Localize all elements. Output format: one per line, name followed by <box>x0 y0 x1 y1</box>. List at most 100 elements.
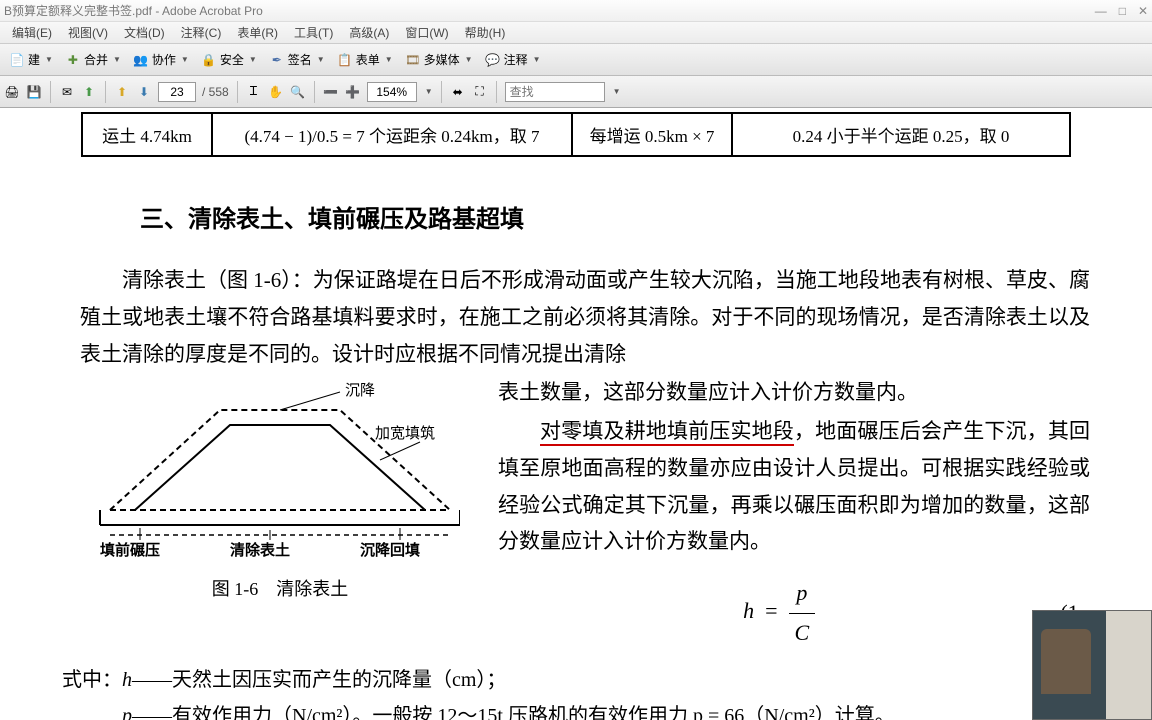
highlighted-text: 对零填及耕地填前压实地段 <box>540 419 794 446</box>
section-heading: 三、清除表土、填前碾压及路基超填 <box>140 199 1152 234</box>
chevron-down-icon: ▼ <box>113 55 121 64</box>
formula-eq: = <box>765 598 777 623</box>
lock-icon: 🔒 <box>201 52 217 68</box>
forms-button[interactable]: 📋 表单 ▼ <box>332 49 398 70</box>
fit-page-icon[interactable]: ⛶ <box>472 84 488 100</box>
table-cell: (4.74 − 1)/0.5 = 7 个运距余 0.24km，取 7 <box>212 113 572 156</box>
def-text: ——天然土因压实而产生的沉降量（cm）； <box>132 669 506 691</box>
comment-icon: 💬 <box>485 52 501 68</box>
multimedia-button[interactable]: 🎞 多媒体 ▼ <box>400 49 478 70</box>
forms-icon: 📋 <box>337 52 353 68</box>
secure-button[interactable]: 🔒 安全 ▼ <box>196 49 262 70</box>
zoom-input[interactable] <box>367 82 417 102</box>
chevron-down-icon: ▼ <box>181 55 189 64</box>
menu-comments[interactable]: 注释(C) <box>173 24 230 41</box>
combine-button[interactable]: ✚ 合并 ▼ <box>60 49 126 70</box>
hand-tool-icon[interactable]: ✋ <box>268 84 284 100</box>
table-row: 运土 4.74km (4.74 − 1)/0.5 = 7 个运距余 0.24km… <box>82 113 1070 156</box>
forms-label: 表单 <box>356 51 380 68</box>
secure-label: 安全 <box>220 51 244 68</box>
sign-label: 签名 <box>288 51 312 68</box>
collab-icon: 👥 <box>133 52 149 68</box>
menu-tools[interactable]: 工具(T) <box>286 24 341 41</box>
create-icon: 📄 <box>9 52 25 68</box>
combine-label: 合并 <box>84 51 108 68</box>
document-viewport[interactable]: 运土 4.74km (4.74 − 1)/0.5 = 7 个运距余 0.24km… <box>0 108 1152 720</box>
page-number-input[interactable] <box>158 82 196 102</box>
save-icon[interactable]: 💾 <box>26 84 42 100</box>
fig-label: 沉降 <box>345 382 375 399</box>
page-down-icon[interactable]: ⬇ <box>136 84 152 100</box>
formula: h = p C (1- <box>498 574 1090 652</box>
menu-edit[interactable]: 编辑(E) <box>4 24 60 41</box>
paragraph-text: 表土数量，这部分数量应计入计价方数量内。 <box>498 380 918 404</box>
body-paragraph: 清除表土（图 1-6）：为保证路堤在日后不形成滑动面或产生较大沉陷，当施工地段地… <box>0 262 1152 372</box>
formula-denominator: C <box>789 614 816 653</box>
data-table: 运土 4.74km (4.74 − 1)/0.5 = 7 个运距余 0.24km… <box>81 112 1071 157</box>
figure-caption: 图 1-6 清除表土 <box>80 574 480 606</box>
chevron-down-icon: ▼ <box>385 55 393 64</box>
chevron-down-icon[interactable]: ▼ <box>613 87 621 96</box>
fit-width-icon[interactable]: ⬌ <box>450 84 466 100</box>
maximize-icon[interactable]: □ <box>1119 4 1126 18</box>
collab-button[interactable]: 👥 协作 ▼ <box>128 49 194 70</box>
zoom-out-icon[interactable]: ➖ <box>323 84 339 100</box>
table-cell: 运土 4.74km <box>82 113 212 156</box>
search-input[interactable] <box>505 82 605 102</box>
comment-button[interactable]: 💬 注释 ▼ <box>480 49 546 70</box>
figure-svg: 沉降 加宽填筑 填前碾压 清除表土 沉降回填 <box>80 380 460 560</box>
formula-lhs: h <box>743 598 754 623</box>
zoom-in-icon[interactable]: ➕ <box>345 84 361 100</box>
body-block: 沉降 加宽填筑 填前碾压 清除表土 沉降回填 图 1-6 清除表土 表土数量，这… <box>0 374 1152 662</box>
table-cell: 每增运 0.5km × 7 <box>572 113 732 156</box>
paragraph-text: 清除表土（图 1-6）：为保证路堤在日后不形成滑动面或产生较大沉陷，当施工地段地… <box>80 262 1090 372</box>
pen-icon: ✒ <box>269 52 285 68</box>
definition-line: p——有效作用力（N/cm²）。一般按 12～15t 压路机的有效作用力 p =… <box>0 698 1152 720</box>
def-prefix: 式中： <box>62 669 122 691</box>
menu-forms[interactable]: 表单(R) <box>229 24 286 41</box>
chevron-down-icon: ▼ <box>317 55 325 64</box>
fig-label: 沉降回填 <box>360 541 420 559</box>
figure: 沉降 加宽填筑 填前碾压 清除表土 沉降回填 图 1-6 清除表土 <box>80 380 480 605</box>
def-var: h <box>122 669 132 691</box>
webcam-overlay <box>1032 610 1152 720</box>
menu-window[interactable]: 窗口(W) <box>397 24 456 41</box>
chevron-down-icon: ▼ <box>465 55 473 64</box>
menu-document[interactable]: 文档(D) <box>116 24 173 41</box>
def-var: p <box>122 705 132 720</box>
title-bar: B预算定额释义完整书签.pdf - Adobe Acrobat Pro — □ … <box>0 0 1152 22</box>
email-icon[interactable]: ✉ <box>59 84 75 100</box>
select-tool-icon[interactable]: Ꮖ <box>246 84 262 100</box>
chevron-down-icon: ▼ <box>533 55 541 64</box>
formula-numerator: p <box>789 574 816 614</box>
menu-help[interactable]: 帮助(H) <box>457 24 514 41</box>
fig-label: 填前碾压 <box>100 541 160 559</box>
table-cell: 0.24 小于半个运距 0.25，取 0 <box>732 113 1070 156</box>
toolbar-nav: 🖨 💾 ✉ ⬆ ⬆ ⬇ / 558 Ꮖ ✋ 🔍 ➖ ➕ ▼ ⬌ ⛶ ▼ <box>0 76 1152 108</box>
fig-label: 加宽填筑 <box>375 425 435 442</box>
def-text: ——有效作用力（N/cm²）。一般按 12～15t 压路机的有效作用力 p = … <box>132 705 895 720</box>
sign-button[interactable]: ✒ 签名 ▼ <box>264 49 330 70</box>
multimedia-icon: 🎞 <box>405 52 421 68</box>
marquee-zoom-icon[interactable]: 🔍 <box>290 84 306 100</box>
multimedia-label: 多媒体 <box>424 51 460 68</box>
page-up-icon[interactable]: ⬆ <box>114 84 130 100</box>
window-title: B预算定额释义完整书签.pdf - Adobe Acrobat Pro <box>4 2 1095 19</box>
toolbar-main: 📄 建 ▼ ✚ 合并 ▼ 👥 协作 ▼ 🔒 安全 ▼ ✒ 签名 ▼ 📋 表单 ▼… <box>0 44 1152 76</box>
comment-label: 注释 <box>504 51 528 68</box>
chevron-down-icon[interactable]: ▼ <box>425 87 433 96</box>
minimize-icon[interactable]: — <box>1095 4 1107 18</box>
fig-label: 清除表土 <box>230 541 290 559</box>
upload-icon[interactable]: ⬆ <box>81 84 97 100</box>
create-button[interactable]: 📄 建 ▼ <box>4 49 58 70</box>
menu-advanced[interactable]: 高级(A) <box>341 24 397 41</box>
close-icon[interactable]: ✕ <box>1138 4 1148 18</box>
page-total: / 558 <box>202 85 229 99</box>
print-icon[interactable]: 🖨 <box>4 84 20 100</box>
definition-line: 式中：h——天然土因压实而产生的沉降量（cm）； <box>0 662 1152 698</box>
menu-bar: 编辑(E) 视图(V) 文档(D) 注释(C) 表单(R) 工具(T) 高级(A… <box>0 22 1152 44</box>
menu-view[interactable]: 视图(V) <box>60 24 116 41</box>
combine-icon: ✚ <box>65 52 81 68</box>
collab-label: 协作 <box>152 51 176 68</box>
chevron-down-icon: ▼ <box>45 55 53 64</box>
